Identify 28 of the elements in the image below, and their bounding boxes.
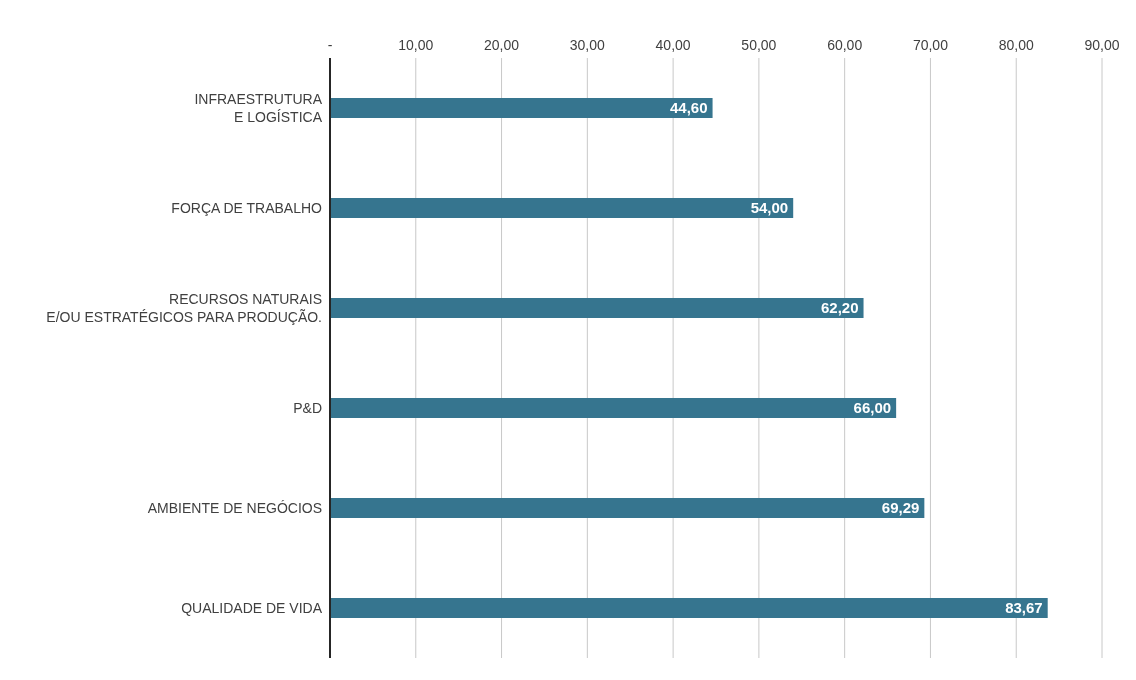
x-tick-label: 20,00 [484, 37, 520, 53]
x-tick-label: 60,00 [827, 37, 863, 53]
bar [330, 598, 1048, 618]
y-tick-label: AMBIENTE DE NEGÓCIOS [147, 500, 322, 516]
y-tick-label: INFRAESTRUTURA E LOGÍSTICA [194, 91, 323, 125]
data-label: 69,29 [881, 499, 920, 517]
data-label: 44,60 [670, 99, 708, 117]
bar [330, 298, 864, 318]
bar [330, 98, 713, 118]
y-tick-label: P&D [293, 400, 322, 416]
x-tick-label: - [327, 37, 333, 53]
y-tick-label: QUALIDADE DE VIDA [181, 600, 323, 616]
bar [330, 198, 794, 218]
x-tick-label: 90,00 [1084, 37, 1120, 53]
x-tick-label: 40,00 [655, 37, 691, 53]
x-tick-label: 50,00 [741, 37, 777, 53]
data-label: 62,20 [820, 299, 859, 317]
bar [330, 498, 925, 518]
x-tick-label: 80,00 [998, 37, 1034, 53]
bar [330, 398, 897, 418]
x-tick-label: 30,00 [569, 37, 606, 53]
y-tick-label: RECURSOS NATURAIS E/OU ESTRATÉGICOS PARA PRODUÇÃO. [46, 291, 322, 325]
x-tick-label: 70,00 [912, 37, 949, 53]
y-tick-label: FORÇA DE TRABALHO [171, 200, 323, 216]
data-label: 54,00 [750, 199, 789, 217]
x-tick-label: 10,00 [398, 37, 434, 53]
data-label: 66,00 [853, 399, 892, 417]
data-label: 83,67 [1005, 599, 1043, 617]
